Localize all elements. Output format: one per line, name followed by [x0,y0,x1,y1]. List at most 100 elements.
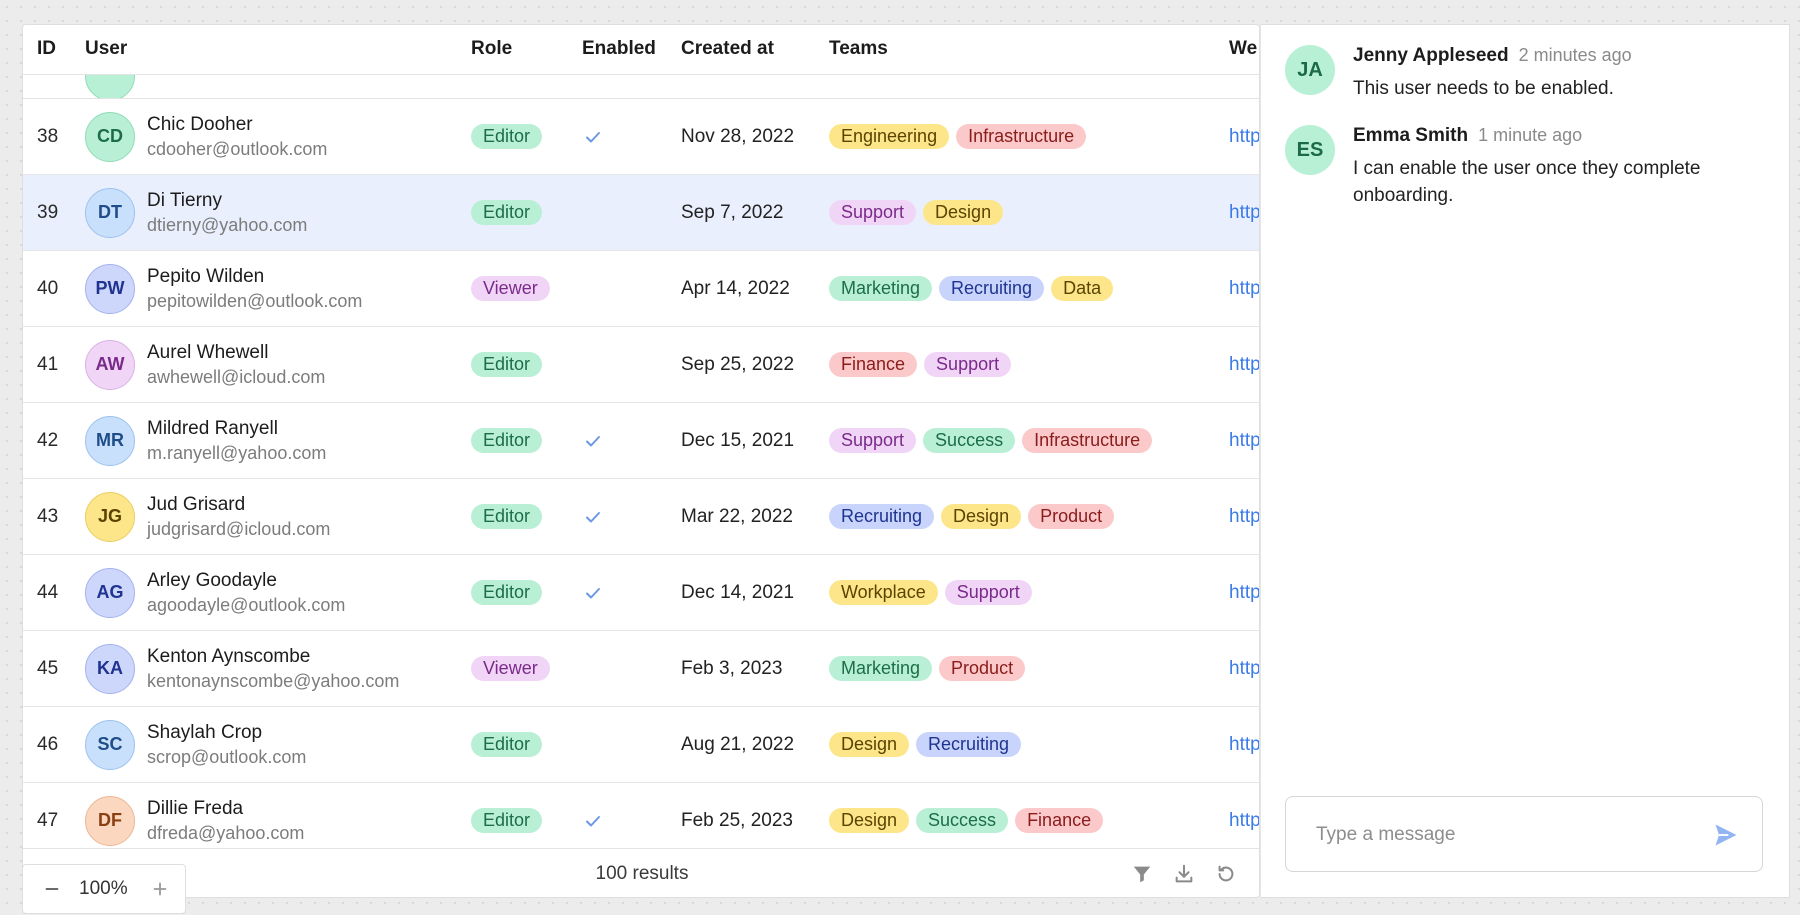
teams-cell: Marketing Product [829,631,1026,706]
created-date: Sep 7, 2022 [681,201,784,223]
table-row[interactable]: 46 SC Shaylah Crop scrop@outlook.com Edi… [23,707,1259,783]
created-date: Feb 25, 2023 [681,809,793,831]
message-composer [1285,796,1763,872]
reset-icon[interactable] [1215,863,1237,885]
comment-time: 1 minute ago [1478,125,1583,145]
team-tag: Data [1051,276,1114,301]
avatar: DT [85,187,135,238]
user-email: kentonaynscombe@yahoo.com [147,670,400,691]
row-id: 39 [37,201,59,223]
website-link[interactable]: http [1229,277,1260,299]
user-email: dtierny@yahoo.com [147,214,308,235]
team-tag: Infrastructure [1022,428,1153,453]
data-grid: ID User Role Enabled Created at Teams We… [22,24,1260,898]
grid-footer: 100 results [23,848,1259,897]
user-email: m.ranyell@yahoo.com [147,442,327,463]
website-link[interactable]: http [1229,809,1260,831]
enabled-cell[interactable] [585,555,601,630]
column-header-created-at[interactable]: Created at [681,38,774,59]
comments-panel: JA Jenny Appleseed 2 minutes ago This use… [1260,24,1790,898]
comment-text: This user needs to be enabled. [1353,78,1614,99]
enabled-cell[interactable] [585,783,601,858]
column-header-role[interactable]: Role [471,38,513,59]
website-link[interactable]: http [1229,733,1260,755]
row-id: 40 [37,277,59,299]
teams-cell: Recruiting Design Product [829,479,1115,554]
table-row[interactable]: 43 JG Jud Grisard judgrisard@icloud.com … [23,479,1259,555]
table-row[interactable]: 41 AW Aurel Whewell awhewell@icloud.com … [23,327,1259,403]
website-link[interactable]: http [1229,429,1260,451]
website-link[interactable]: http [1229,201,1260,223]
website-link[interactable]: http [1229,657,1260,679]
created-date: Feb 3, 2023 [681,657,783,679]
column-header-user[interactable]: User [85,38,128,59]
team-tag: Engineering [829,124,950,149]
user-email: judgrisard@icloud.com [147,518,331,539]
download-icon[interactable] [1173,863,1195,885]
teams-cell: Finance Support [829,327,1012,402]
comment-author: Jenny Appleseed [1353,45,1509,66]
team-tag: Marketing [829,276,933,301]
table-row[interactable]: 47 DF Dillie Freda dfreda@yahoo.com Edit… [23,783,1259,859]
send-icon[interactable] [1712,821,1740,849]
filter-icon[interactable] [1131,863,1153,885]
check-icon [586,131,600,142]
role-badge: Editor [471,200,543,225]
enabled-cell[interactable] [585,403,601,478]
user-name: Arley Goodayle [147,569,277,591]
team-tag: Infrastructure [956,124,1087,149]
team-tag: Finance [1015,808,1104,833]
role-badge: Editor [471,352,543,377]
avatar: CD [85,111,135,162]
check-icon [586,587,600,598]
zoom-out-icon[interactable] [41,878,63,900]
avatar: PW [85,263,135,314]
avatar: KA [85,643,135,694]
avatar: JA [1285,45,1335,95]
user-email: awhewell@icloud.com [147,366,326,387]
team-tag: Success [916,808,1009,833]
teams-cell: Support Success Infrastructure [829,403,1153,478]
website-link[interactable]: http [1229,353,1260,375]
user-name: Aurel Whewell [147,341,269,363]
team-tag: Recruiting [939,276,1045,301]
comment-text: I can enable the user once they complete… [1353,158,1701,206]
table-row[interactable]: 38 CD Chic Dooher cdooher@outlook.com Ed… [23,99,1259,175]
team-tag: Design [941,504,1022,529]
user-name: Mildred Ranyell [147,417,278,439]
avatar [85,75,135,98]
role-badge: Editor [471,808,543,833]
comment-time: 2 minutes ago [1518,45,1632,65]
table-row[interactable]: 39 DT Di Tierny dtierny@yahoo.com Editor… [23,175,1259,251]
zoom-in-icon[interactable] [149,878,171,900]
column-header-id[interactable]: ID [37,38,56,59]
table-row-partial[interactable] [23,75,1259,99]
message-input[interactable] [1316,821,1696,849]
table-row[interactable]: 45 KA Kenton Aynscombe kentonaynscombe@y… [23,631,1259,707]
avatar: AW [85,339,135,390]
row-id: 44 [37,581,59,603]
teams-cell: Support Design [829,175,1004,250]
column-header-teams[interactable]: Teams [829,38,888,59]
row-id: 41 [37,353,59,375]
created-date: Sep 25, 2022 [681,353,795,375]
zoom-control: 100% [22,864,186,914]
website-link[interactable]: http [1229,581,1260,603]
website-link[interactable]: http [1229,505,1260,527]
column-header-website[interactable]: We [1229,38,1258,59]
team-tag: Finance [829,352,918,377]
team-tag: Design [829,808,910,833]
table-row[interactable]: 40 PW Pepito Wilden pepitowilden@outlook… [23,251,1259,327]
enabled-cell[interactable] [585,479,601,554]
column-header-enabled[interactable]: Enabled [582,38,656,59]
team-tag: Support [924,352,1012,377]
created-date: Aug 21, 2022 [681,733,795,755]
website-link[interactable]: http [1229,125,1260,147]
enabled-cell[interactable] [585,99,601,174]
team-tag: Design [923,200,1004,225]
user-email: agoodayle@outlook.com [147,594,346,615]
role-badge: Editor [471,428,543,453]
role-badge: Editor [471,732,543,757]
table-row[interactable]: 44 AG Arley Goodayle agoodayle@outlook.c… [23,555,1259,631]
table-row[interactable]: 42 MR Mildred Ranyell m.ranyell@yahoo.co… [23,403,1259,479]
